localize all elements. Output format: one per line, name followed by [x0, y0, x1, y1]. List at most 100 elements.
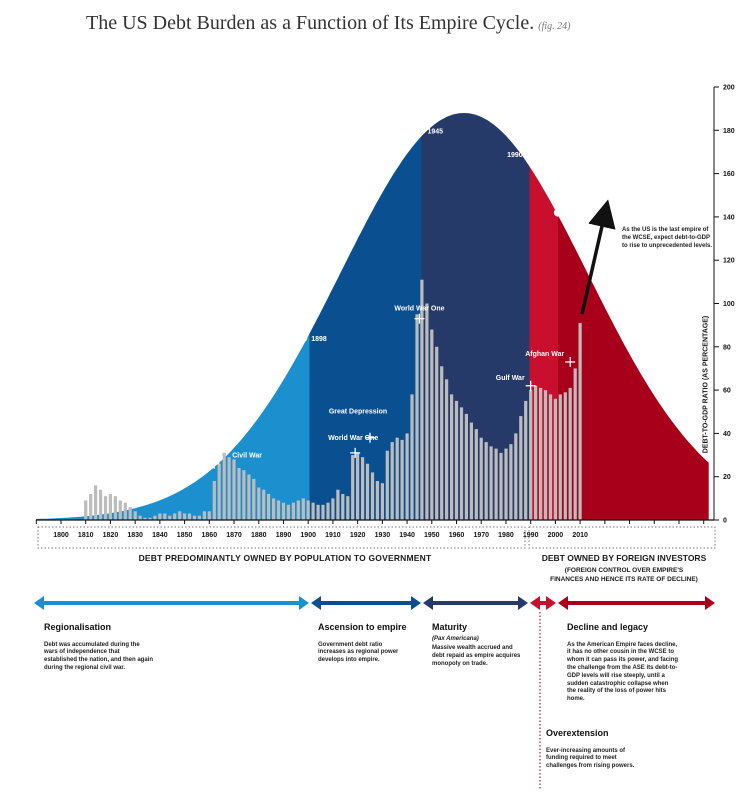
debt-bar — [272, 498, 276, 520]
debt-bar — [153, 515, 157, 520]
debt-bar — [405, 433, 409, 520]
debt-bar — [84, 500, 88, 520]
debt-bar — [375, 481, 379, 520]
projection-note: As the US is the last empire of the WCSE… — [622, 227, 713, 250]
y-axis-label: DEBT-TO-GDP RATIO (AS PERCENTAGE) — [702, 315, 710, 454]
debt-bar — [430, 329, 434, 520]
debt-bar — [257, 487, 261, 520]
curve-marker-label: 2001 — [566, 211, 582, 218]
debt-bar — [276, 500, 281, 520]
curve-marker-dot — [299, 334, 308, 343]
debt-bar — [192, 515, 197, 520]
debt-bar — [469, 422, 473, 520]
projection-arrow — [580, 199, 616, 315]
phase-title: Overextension — [546, 728, 609, 738]
x-tick-label: 1960 — [449, 532, 465, 539]
x-tick-label: 1880 — [251, 532, 267, 539]
debt-bar — [262, 489, 266, 520]
phase-arrow-head-left — [558, 596, 568, 610]
debt-bar — [425, 303, 429, 520]
debt-bar — [128, 507, 132, 520]
debt-bar — [474, 429, 478, 520]
debt-bar — [217, 463, 221, 520]
debt-bar — [123, 502, 127, 520]
debt-bar — [212, 481, 216, 520]
debt-bar — [415, 314, 419, 520]
phase-arrow-head-left — [423, 596, 433, 610]
curve-maturity — [421, 113, 530, 520]
phase-body: As the American Empire faces decline, it… — [567, 641, 679, 703]
phase-arrow-ascension — [311, 596, 421, 610]
phase-maturity: Maturity (Pax Americana) Massive wealth … — [432, 622, 524, 669]
debt-bar — [148, 517, 152, 520]
phase-title: Regionalisation — [44, 622, 112, 632]
debt-bar — [504, 448, 508, 520]
debt-bar — [445, 379, 449, 520]
debt-bar — [410, 394, 414, 520]
phase-body: Government debt ratio increases as regio… — [318, 641, 399, 664]
debt-bar — [133, 511, 137, 520]
event-label: Civil War — [232, 453, 262, 460]
debt-bar — [281, 502, 286, 520]
debt-bar — [183, 513, 187, 520]
x-tick-label: 1930 — [375, 532, 391, 539]
x-tick-label: 1990 — [523, 532, 539, 539]
x-tick-label: 2000 — [548, 532, 564, 539]
debt-bar — [158, 513, 162, 520]
debt-bar — [514, 433, 518, 520]
debt-bar — [553, 398, 557, 520]
debt-bar — [390, 442, 394, 520]
x-tick-label: 1800 — [53, 532, 69, 539]
debt-bar — [341, 494, 345, 520]
debt-bar — [296, 500, 300, 520]
phase-arrow-head-left — [311, 596, 321, 610]
phase-arrow-maturity — [423, 596, 528, 610]
debt-bar — [207, 511, 211, 520]
debt-bar — [143, 517, 147, 520]
ownership-foreign-sublabel: (FOREIGN CONTROL OVER EMPIRE'S FINANCES A… — [528, 567, 720, 585]
debt-bar — [454, 400, 459, 520]
debt-bar — [311, 502, 315, 520]
y-tick-label: 0 — [723, 518, 727, 525]
phase-arrow-regionalisation — [34, 596, 309, 610]
ownership-foreign-sub-1: (FOREIGN CONTROL OVER EMPIRE'S — [564, 567, 684, 574]
debt-bar — [479, 437, 483, 520]
y-tick-label: 100 — [723, 301, 735, 308]
debt-bar — [118, 500, 122, 520]
x-tick-label: 1870 — [226, 532, 242, 539]
x-tick-label: 2010 — [572, 532, 588, 539]
phase-ascension: Ascension to empire Government debt rati… — [318, 622, 410, 665]
y-tick-label: 40 — [723, 431, 731, 438]
phase-arrow-head-right — [546, 596, 556, 610]
debt-bar — [202, 511, 206, 520]
debt-bar — [534, 385, 538, 520]
debt-bar — [543, 390, 548, 520]
phase-arrow-decline — [558, 596, 715, 610]
x-tick-label: 1810 — [78, 532, 94, 539]
ownership-domestic-frame — [37, 526, 526, 549]
y-tick-label: 160 — [723, 171, 735, 178]
y-tick-label: 20 — [723, 474, 731, 481]
phase-arrow-overextension — [530, 596, 556, 610]
debt-bar — [563, 392, 567, 520]
y-tick-label: 60 — [723, 388, 731, 395]
debt-bar — [301, 498, 305, 520]
debt-bar — [489, 446, 493, 520]
debt-bar — [197, 515, 201, 520]
debt-bar — [365, 463, 370, 520]
debt-bar — [356, 452, 360, 520]
phase-decline: Decline and legacy As the American Empir… — [567, 622, 679, 704]
debt-bar — [459, 407, 464, 520]
debt-bar — [178, 511, 182, 520]
debt-bar — [173, 513, 177, 520]
debt-bar — [568, 387, 572, 520]
phase-title: Ascension to empire — [318, 622, 407, 632]
debt-bar — [321, 504, 325, 520]
debt-bar — [247, 474, 251, 520]
curve-ascension — [309, 136, 422, 520]
debt-bar — [346, 496, 350, 520]
curve-marker-label: 1898 — [311, 336, 327, 343]
phase-overextension: Overextension Ever-increasing amounts of… — [546, 728, 642, 771]
ownership-foreign-frame — [528, 526, 716, 549]
